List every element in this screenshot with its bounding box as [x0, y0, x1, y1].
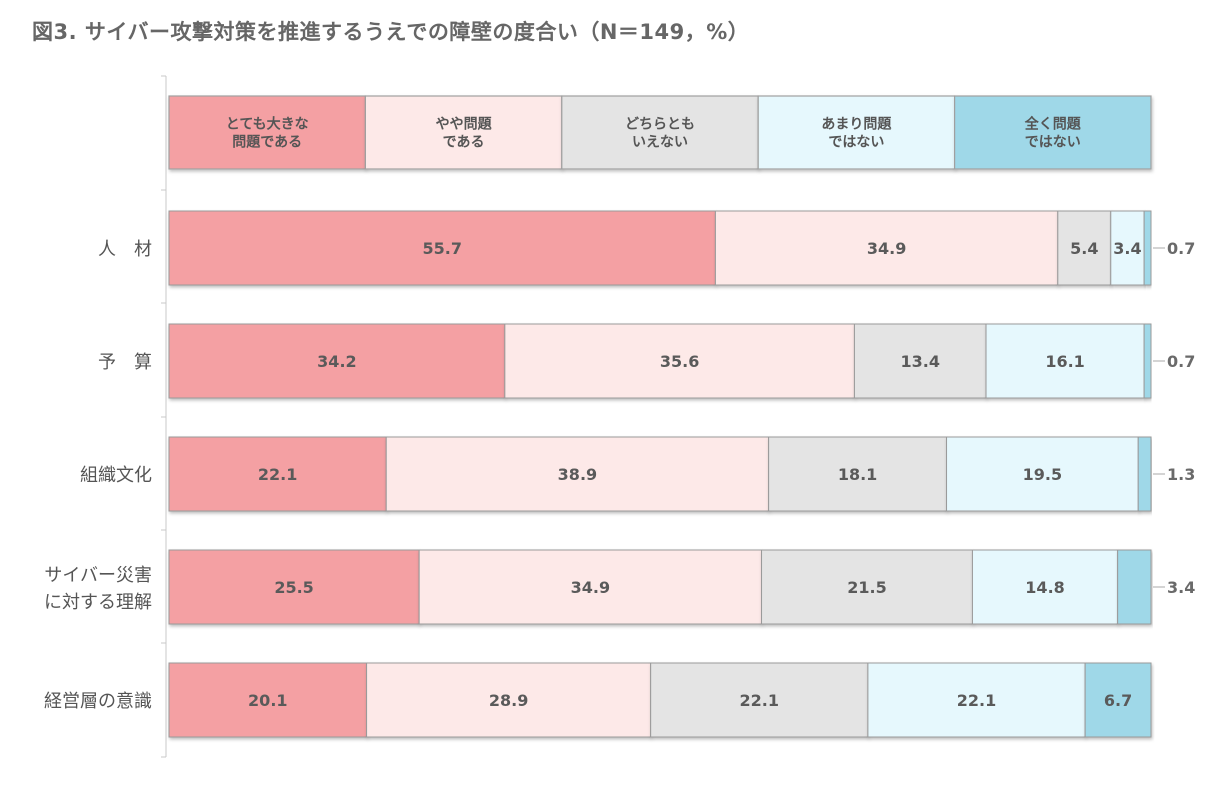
- bar-segment: [1117, 549, 1152, 625]
- category-label: 人 材: [98, 239, 152, 260]
- data-label: 28.9: [489, 691, 528, 710]
- data-label: 20.1: [248, 691, 287, 710]
- data-label: 55.7: [422, 239, 461, 258]
- chart-title: 図3. サイバー攻撃対策を推進するうえでの障壁の度合い（N＝149，%）: [32, 20, 750, 44]
- data-label: 14.8: [1025, 578, 1064, 597]
- legend-label-4: あまり問題ではない: [821, 117, 892, 151]
- data-label: 38.9: [558, 465, 597, 484]
- data-label: 25.5: [274, 578, 313, 597]
- bar-segment: [168, 210, 716, 286]
- category-label: 組織文化: [80, 465, 152, 486]
- outside-data-label: 0.7: [1167, 239, 1195, 258]
- bar-segment: [1143, 210, 1152, 286]
- bar-segment: [366, 662, 652, 738]
- bar-segment: [1110, 210, 1145, 286]
- data-label: 34.9: [867, 239, 906, 258]
- category-label: 経営層の意識: [44, 691, 152, 712]
- data-label: 5.4: [1070, 239, 1098, 258]
- bar-segment: [714, 210, 1059, 286]
- bar-segment: [971, 549, 1119, 625]
- category-label: 予 算: [98, 352, 152, 373]
- legend-label-1: とても大きな問題である: [226, 116, 309, 151]
- outside-data-label: 1.3: [1167, 465, 1195, 484]
- bar-segment: [385, 436, 770, 512]
- data-label: 22.1: [740, 691, 779, 710]
- legend-label-5: 全く問題ではない: [1024, 116, 1082, 151]
- legend-label-2: やや問題である: [436, 117, 493, 151]
- bar-segment: [768, 436, 948, 512]
- legend-swatch-2: [364, 95, 563, 170]
- bar-segment: [1137, 436, 1152, 512]
- bar-segment: [946, 436, 1139, 512]
- bar-segment: [985, 323, 1145, 399]
- data-label: 22.1: [957, 691, 996, 710]
- data-label: 16.1: [1045, 352, 1084, 371]
- data-label: 18.1: [838, 465, 877, 484]
- bar-segment: [168, 549, 420, 625]
- bar-segment: [1143, 323, 1152, 399]
- bar-segment: [853, 323, 987, 399]
- bar-segment: [650, 662, 869, 738]
- bar-segment: [504, 323, 855, 399]
- outside-data-label: 0.7: [1167, 352, 1195, 371]
- outside-data-label: 3.4: [1167, 578, 1195, 597]
- data-label: 34.9: [571, 578, 610, 597]
- data-label: 13.4: [900, 352, 939, 371]
- data-label: 21.5: [847, 578, 886, 597]
- data-label: 35.6: [660, 352, 699, 371]
- legend-swatch-4: [757, 95, 956, 170]
- bar-segment: [1057, 210, 1112, 286]
- category-label: サイバー災害に対する理解: [44, 565, 152, 613]
- bar-segment: [867, 662, 1086, 738]
- data-label: 34.2: [317, 352, 356, 371]
- bar-segment: [168, 436, 387, 512]
- bar-segment: [418, 549, 763, 625]
- bar-segment: [168, 323, 506, 399]
- legend-swatch-1: [168, 95, 366, 170]
- legend-swatch-3: [561, 95, 759, 170]
- bar-segment: [168, 662, 368, 738]
- data-label: 6.7: [1104, 691, 1132, 710]
- legend-label-3: どちらともいえない: [625, 117, 695, 151]
- data-label: 22.1: [258, 465, 297, 484]
- legend-swatch-5: [953, 95, 1152, 170]
- data-label: 3.4: [1113, 239, 1141, 258]
- bar-segment: [1084, 662, 1152, 738]
- data-label: 19.5: [1023, 465, 1062, 484]
